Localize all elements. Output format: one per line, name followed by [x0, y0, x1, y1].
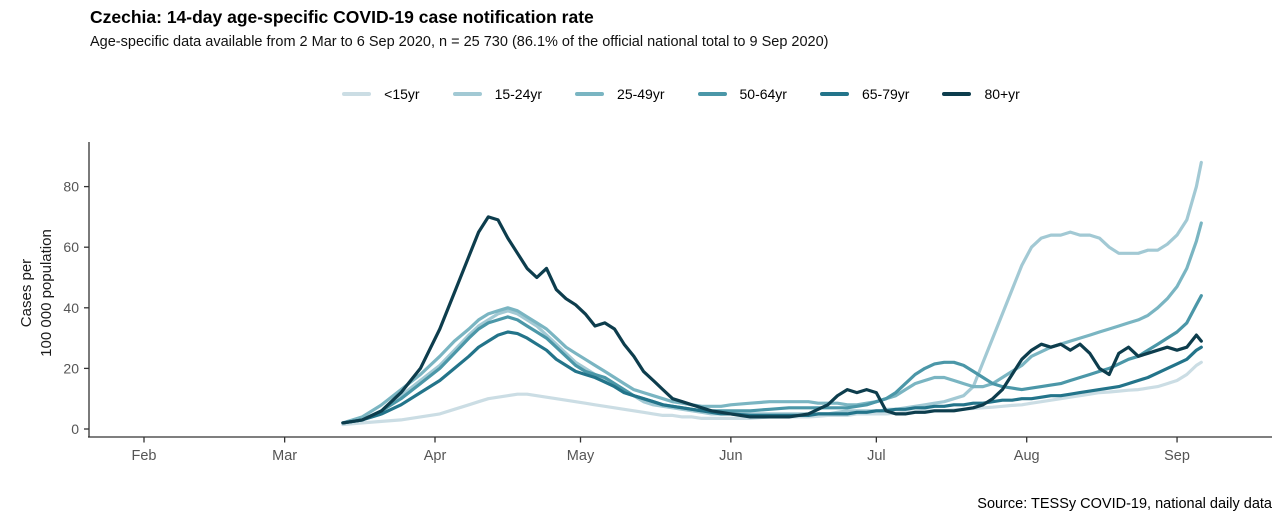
series-line-15yr	[341, 360, 1203, 427]
y-tick-label: 40	[63, 300, 79, 316]
y-tick-label: 0	[71, 421, 79, 437]
y-tick-label: 20	[63, 360, 79, 376]
legend-item-25-49yr: 25-49yr	[575, 86, 665, 102]
series-line-25-49yr	[341, 221, 1203, 425]
legend-label: 65-79yr	[861, 86, 910, 102]
chart-subtitle: Age-specific data available from 2 Mar t…	[90, 34, 829, 50]
legend-line-swatch	[697, 92, 727, 96]
x-tick-label: Feb	[132, 448, 157, 464]
legend-item-80-yr: 80+yr	[942, 86, 1020, 102]
legend-item-65-79yr: 65-79yr	[819, 86, 910, 102]
y-tick-label: 80	[63, 179, 79, 195]
legend-label: 80+yr	[984, 86, 1020, 102]
legend-line-swatch	[452, 92, 482, 96]
chart-title: Czechia: 14-day age-specific COVID-19 ca…	[90, 7, 594, 27]
legend-line-swatch	[575, 92, 605, 96]
x-tick-label: May	[567, 448, 595, 464]
legend-label: <15yr	[384, 86, 420, 102]
legend-label: 25-49yr	[617, 86, 665, 102]
series-line-65-79yr	[341, 330, 1203, 425]
x-tick-label: Apr	[424, 448, 447, 464]
x-tick-label: Sep	[1164, 448, 1190, 464]
legend-item-15yr: <15yr	[342, 86, 420, 102]
x-tick-label: Aug	[1014, 448, 1040, 464]
legend-item-50-64yr: 50-64yr	[697, 86, 787, 102]
legend-line-swatch	[819, 92, 849, 96]
x-tick-label: Mar	[272, 448, 297, 464]
legend-line-swatch	[942, 92, 972, 96]
x-tick-label: Jun	[719, 448, 742, 464]
legend-item-15-24yr: 15-24yr	[452, 86, 543, 102]
source-caption: Source: TESSy COVID-19, national daily d…	[977, 496, 1272, 512]
series-line-80-yr	[341, 215, 1203, 425]
legend: <15yr 15-24yr 25-49yr 50-64yr 65-79yr 80+yr	[90, 86, 1272, 102]
y-tick-label: 60	[63, 239, 79, 255]
series-line-15-24yr	[341, 160, 1203, 425]
legend-line-swatch	[342, 92, 372, 96]
legend-label: 50-64yr	[739, 86, 787, 102]
legend-label: 15-24yr	[494, 86, 543, 102]
x-tick-label: Jul	[867, 448, 886, 464]
